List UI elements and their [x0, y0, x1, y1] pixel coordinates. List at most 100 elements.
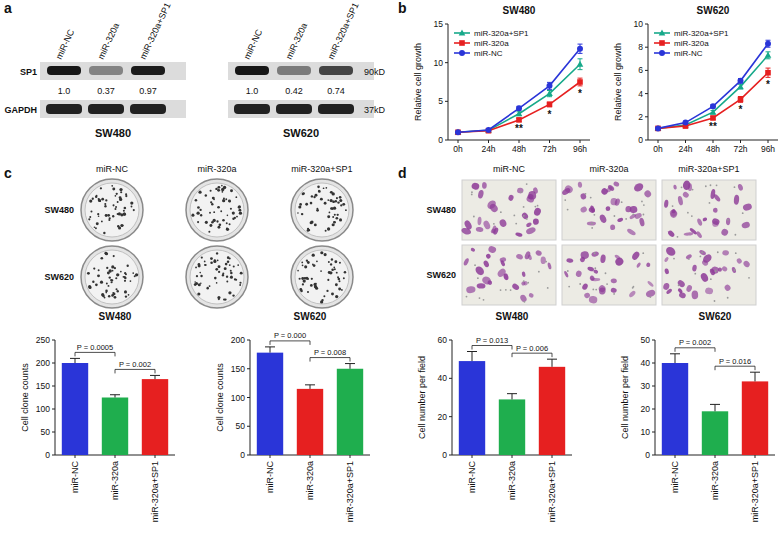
- colony-dot: [98, 199, 101, 202]
- x-tick-label: 72h: [542, 144, 556, 154]
- x-tick: [580, 140, 581, 143]
- cell-stain: [737, 183, 744, 191]
- marker-square: [455, 129, 461, 135]
- y-tick-label: 0: [638, 135, 643, 145]
- transwell-field: [562, 180, 656, 240]
- bracket-line: [512, 353, 552, 357]
- y-tick: [652, 455, 655, 456]
- plot-data: [455, 44, 584, 135]
- pore: [672, 205, 674, 207]
- cell-stain: [736, 257, 743, 264]
- y-tick-label: 50: [641, 335, 651, 345]
- x-tick-label: 24h: [481, 144, 495, 154]
- pore: [613, 293, 615, 295]
- colony-dot: [345, 209, 347, 211]
- bar: [62, 363, 88, 455]
- marker-square: [577, 79, 583, 85]
- colony-dot: [216, 282, 218, 284]
- colony-dot: [329, 271, 332, 274]
- blot-strip: [40, 62, 186, 80]
- colony-dot: [196, 211, 199, 214]
- colony-dot: [336, 197, 338, 199]
- pore: [523, 215, 525, 217]
- error-stem: [75, 358, 76, 363]
- error-cap: [547, 89, 552, 90]
- colony-dot: [114, 296, 117, 299]
- sp1-band: [89, 66, 123, 75]
- cell-stain: [500, 260, 506, 267]
- x-tick-label: miR-320a+SP1: [345, 461, 355, 522]
- colony-dot: [119, 196, 122, 199]
- colony-dot: [104, 203, 106, 205]
- cell-stain: [579, 256, 586, 263]
- colony-dot: [199, 272, 201, 274]
- error-stem: [512, 394, 513, 400]
- marker-square: [738, 97, 744, 103]
- colony-dot: [113, 255, 115, 257]
- cell-stain: [487, 280, 493, 286]
- colony-dot: [195, 266, 197, 268]
- colony-dot: [229, 257, 231, 259]
- y-tick-label: 6: [638, 65, 643, 75]
- colony-dot: [125, 295, 127, 297]
- colony-dot: [334, 214, 336, 216]
- colony-dot: [208, 231, 210, 233]
- colony-dot: [326, 187, 328, 189]
- pore: [710, 278, 712, 280]
- colony-dot: [237, 264, 239, 266]
- x-tick-label: miR-NC: [265, 461, 275, 493]
- bar: [539, 367, 565, 455]
- plot-data: [257, 347, 363, 455]
- colony-dot: [235, 279, 237, 281]
- pore: [641, 201, 643, 203]
- colony-dot: [233, 266, 235, 268]
- cell-stain: [666, 288, 673, 295]
- cell-stain: [533, 218, 539, 224]
- colony-dot: [301, 213, 303, 215]
- colony-dot: [236, 216, 238, 218]
- legend-label: miR-NC: [674, 49, 703, 58]
- colony-dot: [226, 222, 228, 224]
- series-line: [458, 64, 580, 132]
- comparison-bracket: P = 0.013: [472, 336, 512, 350]
- cell-stain: [521, 271, 526, 277]
- colony-dot: [108, 219, 110, 221]
- pore: [523, 206, 525, 208]
- colony-dot: [198, 191, 201, 194]
- legend-label: miR-320a+SP1: [474, 29, 529, 38]
- pore: [483, 299, 485, 301]
- bar: [297, 389, 323, 455]
- colony-dot: [217, 206, 220, 209]
- colony-dot: [113, 292, 116, 295]
- gapdh-band: [46, 104, 82, 114]
- cell-stain: [722, 250, 729, 256]
- cell-stain: [485, 253, 491, 259]
- colony-dot: [88, 218, 90, 220]
- colony-dot: [333, 266, 335, 268]
- cell-stain: [629, 205, 638, 213]
- marker-circle: [486, 127, 492, 133]
- error-cap: [578, 85, 583, 86]
- column-label: miR-NC: [96, 164, 128, 174]
- y-tick: [445, 62, 448, 63]
- colony-dot: [198, 263, 201, 266]
- cell-stain: [720, 228, 729, 237]
- pore: [717, 251, 719, 253]
- colony-dot: [104, 252, 107, 255]
- error-bar: [70, 358, 80, 363]
- colony-dot: [327, 279, 329, 281]
- error-cap: [110, 394, 120, 395]
- cell-stain: [691, 290, 698, 299]
- pore: [477, 277, 479, 279]
- cell-stain: [590, 205, 596, 213]
- chart-title: SW480: [503, 5, 536, 16]
- pore: [735, 252, 737, 254]
- y-tick: [52, 409, 55, 410]
- line-chart: 051015Relative cell growthSW4800h24h48h7…: [413, 5, 590, 154]
- error-bar: [766, 40, 771, 47]
- marker-triangle: [577, 61, 584, 67]
- error-cap: [150, 375, 160, 376]
- cell-stain: [477, 190, 484, 199]
- marker-circle: [683, 120, 689, 126]
- colony-dot: [327, 227, 330, 230]
